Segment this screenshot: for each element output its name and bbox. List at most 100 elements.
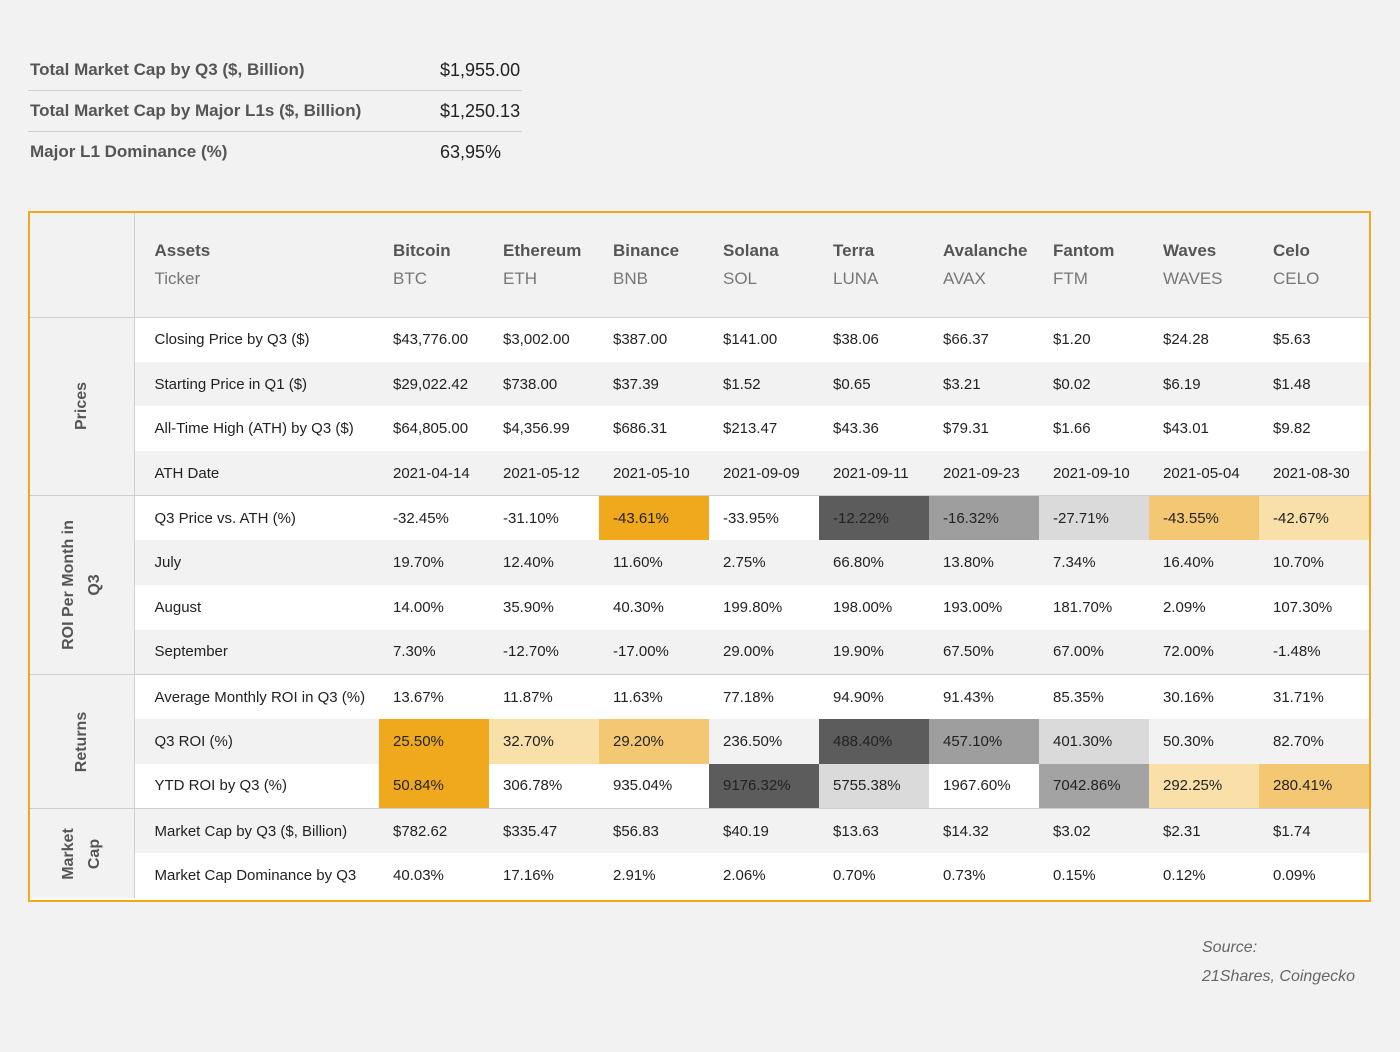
table-cell-celo: 82.70% bbox=[1259, 719, 1369, 764]
summary-label: Total Market Cap by Q3 ($, Billion) bbox=[30, 60, 305, 79]
asset-ticker: WAVES bbox=[1163, 268, 1223, 288]
table-cell-eth: 11.87% bbox=[489, 674, 599, 720]
table-cell-sol: 2021-09-09 bbox=[709, 451, 819, 496]
table-cell-celo: $1.74 bbox=[1259, 808, 1369, 854]
table-cell-bnb: -17.00% bbox=[599, 629, 709, 675]
table-cell-sol: 9176.32% bbox=[709, 763, 819, 809]
source-note: Source: 21Shares, Coingecko bbox=[1202, 933, 1355, 991]
summary-row-total-market-cap: Total Market Cap by Q3 ($, Billion) $1,9… bbox=[28, 50, 522, 91]
asset-ticker: BNB bbox=[613, 268, 648, 288]
header-asset-bnb: Binance BNB bbox=[599, 213, 709, 318]
header-corner bbox=[30, 213, 135, 318]
table-cell-bnb: $37.39 bbox=[599, 361, 709, 407]
asset-name: Waves bbox=[1163, 240, 1217, 260]
header-asset-celo: Celo CELO bbox=[1259, 213, 1369, 318]
row-label: YTD ROI by Q3 (%) bbox=[154, 777, 288, 795]
table-cell-avax: 1967.60% bbox=[943, 777, 1011, 795]
summary-value: 63,95% bbox=[440, 141, 502, 162]
summary-label: Major L1 Dominance (%) bbox=[30, 142, 228, 161]
table-cell-celo: $5.63 bbox=[1259, 316, 1369, 362]
row-label: Average Monthly ROI in Q3 (%) bbox=[134, 674, 379, 720]
asset-name: Bitcoin bbox=[393, 240, 451, 260]
table-cell-sol: 2.75% bbox=[709, 540, 819, 586]
summary-row-major-l1-market-cap: Total Market Cap by Major L1s ($, Billio… bbox=[28, 91, 522, 132]
table-cell-btc: $64,805.00 bbox=[393, 420, 469, 438]
table-cell-eth: $4,356.99 bbox=[503, 420, 570, 438]
asset-comparison-table: Assets Ticker Bitcoin BTC Ethereum ETH Binan… bbox=[28, 211, 1371, 902]
table-cell-sol: $40.19 bbox=[709, 808, 819, 854]
table-cell-bnb: $686.31 bbox=[613, 420, 668, 438]
row-label: September bbox=[134, 629, 379, 675]
table-cell-avax: -16.32% bbox=[929, 495, 1039, 541]
table-cell-luna: 66.80% bbox=[819, 540, 929, 586]
table-row: Starting Price in Q1 ($) $29,022.42 $738.0… bbox=[30, 361, 1369, 407]
table-cell-bnb: $387.00 bbox=[599, 316, 709, 362]
table-row: September 7.30% -12.70% -17.00% 29.00% 19.90%… bbox=[30, 629, 1369, 675]
table-cell-luna: 198.00% bbox=[833, 598, 893, 616]
table-body: Prices Closing Price by Q3 ($) $43,776.00 $… bbox=[30, 316, 1369, 898]
table-cell-sol: 29.00% bbox=[709, 629, 819, 675]
group-label: Prices bbox=[72, 382, 90, 431]
header-asset-waves: Waves WAVES bbox=[1149, 213, 1259, 318]
table-cell-bnb: 2021-05-10 bbox=[599, 451, 709, 496]
table-cell-avax: 193.00% bbox=[943, 598, 1003, 616]
table-row: YTD ROI by Q3 (%) 50.84% 306.78% 935.04% 917… bbox=[30, 763, 1369, 809]
table-cell-btc: 7.30% bbox=[379, 629, 489, 675]
table-cell-avax: 0.73% bbox=[943, 867, 986, 885]
table-cell-eth: $3,002.00 bbox=[489, 316, 599, 362]
header-asset-avax: Avalanche AVAX bbox=[929, 213, 1039, 318]
table-cell-luna: $13.63 bbox=[819, 808, 929, 854]
table-cell-btc: 13.67% bbox=[379, 674, 489, 720]
asset-ticker: LUNA bbox=[833, 268, 879, 288]
row-label: Market Cap Dominance by Q3 bbox=[154, 867, 357, 885]
table-cell-avax: 67.50% bbox=[929, 629, 1039, 675]
asset-name: Solana bbox=[723, 240, 779, 260]
table-cell-waves: $2.31 bbox=[1149, 808, 1259, 854]
row-label: Market Cap by Q3 ($, Billion) bbox=[134, 808, 379, 854]
row-label: August bbox=[154, 598, 202, 616]
row-label: July bbox=[134, 540, 379, 586]
table-cell-celo: 280.41% bbox=[1259, 763, 1369, 809]
table-row: Returns Average Monthly ROI in Q3 (%) 13.6… bbox=[30, 673, 1369, 809]
table-cell-eth: -12.70% bbox=[489, 629, 599, 675]
table-cell-btc: 2021-04-14 bbox=[379, 451, 489, 496]
table-row: ROI Per Month in Q3 Q3 Price vs. ATH (%) -… bbox=[30, 495, 1369, 675]
table-cell-celo: -1.48% bbox=[1259, 629, 1369, 675]
table-cell-luna: 0.70% bbox=[833, 867, 876, 885]
table-cell-celo: $9.82 bbox=[1273, 420, 1311, 438]
asset-name: Fantom bbox=[1053, 240, 1115, 260]
table-cell-luna: 5755.38% bbox=[819, 763, 929, 809]
asset-ticker: FTM bbox=[1053, 268, 1088, 288]
table-cell-luna: -12.22% bbox=[819, 495, 929, 541]
source-label: Source: bbox=[1202, 939, 1258, 956]
table-cell-waves: 2021-05-04 bbox=[1149, 451, 1259, 496]
table-cell-luna: 94.90% bbox=[819, 674, 929, 720]
table-cell-celo: 0.09% bbox=[1273, 867, 1316, 885]
table-cell-bnb: 935.04% bbox=[613, 777, 673, 795]
table-cell-luna: $43.36 bbox=[833, 420, 879, 438]
group-label: Market Cap bbox=[59, 827, 103, 880]
group-label-cell: Prices bbox=[30, 316, 135, 496]
asset-name: Ethereum bbox=[503, 240, 582, 260]
row-label: ATH Date bbox=[134, 451, 379, 496]
header-assets-label: Assets Ticker bbox=[134, 213, 379, 318]
table-cell-celo: 10.70% bbox=[1259, 540, 1369, 586]
table-cell-waves: 50.30% bbox=[1149, 719, 1259, 764]
table-cell-sol: $213.47 bbox=[723, 420, 778, 438]
table-cell-bnb: 11.63% bbox=[599, 674, 709, 720]
table-cell-avax: 91.43% bbox=[929, 674, 1039, 720]
source-text: 21Shares, Coingecko bbox=[1202, 968, 1355, 985]
asset-ticker: SOL bbox=[723, 268, 758, 288]
table-cell-celo: -42.67% bbox=[1259, 495, 1369, 541]
header-asset-btc: Bitcoin BTC bbox=[379, 213, 489, 318]
table-cell-celo: 31.71% bbox=[1259, 674, 1369, 720]
table-cell-ftm: 0.15% bbox=[1053, 867, 1096, 885]
table-cell-ftm: 7042.86% bbox=[1039, 763, 1149, 809]
table-cell-avax: $3.21 bbox=[929, 361, 1039, 407]
header-asset-sol: Solana SOL bbox=[709, 213, 819, 318]
table-cell-ftm: 181.70% bbox=[1053, 598, 1113, 616]
table-cell-waves: 2.09% bbox=[1163, 598, 1206, 616]
table-cell-eth: 12.40% bbox=[489, 540, 599, 586]
table-cell-luna: $0.65 bbox=[819, 361, 929, 407]
table-cell-eth: $738.00 bbox=[489, 361, 599, 407]
